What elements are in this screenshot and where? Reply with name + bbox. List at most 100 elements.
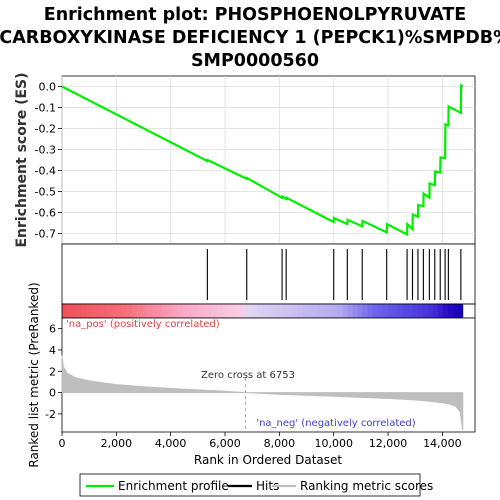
rank-color-ribbon (61, 303, 476, 319)
ribbon-segment (447, 304, 454, 318)
ribbon-segment (422, 304, 429, 318)
ribbon-segment (322, 304, 328, 318)
es-y-tick-label: -0.2 (35, 123, 56, 136)
ribbon-segment (127, 304, 133, 318)
ribbon-segment (102, 304, 108, 318)
ribbon-segment (397, 304, 404, 318)
ribbon-segment (302, 304, 308, 318)
hit-lines (206, 249, 462, 300)
metric-y-tick-label: 2 (49, 365, 56, 378)
ribbon-segment (247, 304, 253, 318)
legend-hits-label: Hits (256, 479, 279, 493)
ribbon-segment (457, 304, 464, 318)
metric-y-tick-label: 6 (49, 323, 56, 336)
es-panel: 0.0 -0.1 -0.2 -0.3 -0.4 -0.5 -0.6 -0.7 (35, 75, 476, 245)
ribbon-segment (312, 304, 318, 318)
ribbon-segment (142, 304, 148, 318)
es-y-tick-label: -0.5 (35, 186, 56, 199)
es-axis-label: Enrichment score (ES) (14, 72, 30, 247)
pos-label: 'na_pos' (positively correlated) (66, 319, 220, 330)
x-tick-label: 4,000 (155, 437, 187, 450)
hits-plot-area (61, 243, 476, 305)
es-y-tick-label: -0.4 (35, 165, 56, 178)
metric-y-tick-label: -2 (45, 408, 56, 421)
ribbon-segment (222, 304, 228, 318)
ribbon-segment (402, 304, 409, 318)
ribbon-segment (92, 304, 98, 318)
x-tick-label: 2,000 (101, 437, 133, 450)
ribbon-segment (332, 304, 338, 318)
ribbon-segment (137, 304, 143, 318)
ribbon-segment (177, 304, 183, 318)
ribbon-segment (272, 304, 278, 318)
ribbon-segment (82, 304, 88, 318)
ribbon-segment (367, 304, 373, 318)
zero-cross-label: Zero cross at 6753 (201, 370, 295, 381)
ribbon-segment (292, 304, 298, 318)
ribbon-segment (192, 304, 198, 318)
ribbon-segment (87, 304, 93, 318)
metric-plot-area (61, 317, 476, 433)
ribbon-segment (187, 304, 193, 318)
metric-y-ticks: 6 4 2 0 -2 (45, 323, 62, 421)
ribbon-segment (172, 304, 178, 318)
legend-enrichment-label: Enrichment profile (118, 479, 229, 493)
ribbon-segment (417, 304, 424, 318)
ribbon-segment (152, 304, 158, 318)
ribbon-segment (97, 304, 103, 318)
es-y-tick-label: -0.1 (35, 102, 56, 115)
ribbon-segment (227, 304, 233, 318)
ribbon-segment (327, 304, 333, 318)
es-y-ticks: 0.0 -0.1 -0.2 -0.3 -0.4 -0.5 -0.6 -0.7 (35, 81, 62, 241)
ribbon-segment (207, 304, 213, 318)
ribbon-segment (122, 304, 128, 318)
ribbon-segment (412, 304, 419, 318)
chart-title-line-2: CARBOXYKINASE DEFICIENCY 1 (PEPCK1)%SMPD… (0, 28, 500, 48)
ribbon-segment (357, 304, 363, 318)
ribbon-segment (287, 304, 293, 318)
ribbon-segment (62, 304, 68, 318)
ribbon-segment (147, 304, 153, 318)
es-y-tick-label: -0.6 (35, 207, 56, 220)
ribbon-segment (162, 304, 168, 318)
ribbon-segment (212, 304, 218, 318)
ribbon-segment (387, 304, 394, 318)
ribbon-segment (157, 304, 163, 318)
ribbon-segment (307, 304, 313, 318)
ribbon-segment (282, 304, 288, 318)
ribbon-segment (372, 304, 379, 318)
ribbon-segment (197, 304, 203, 318)
ribbon-segment (262, 304, 268, 318)
ribbon-segment (277, 304, 283, 318)
metric-axis-label: Ranked list metric (PreRanked) (27, 282, 41, 467)
x-tick-label: 8,000 (264, 437, 296, 450)
neg-label: 'na_neg' (negatively correlated) (256, 418, 415, 429)
ribbon-segment (377, 304, 384, 318)
ribbon-segment (317, 304, 323, 318)
ribbon-segment (72, 304, 78, 318)
ribbon-segment (107, 304, 113, 318)
legend: Enrichment profile Hits Ranking metric s… (79, 473, 433, 497)
ribbon-segment (232, 304, 238, 318)
ribbon-segment (132, 304, 138, 318)
ribbon-segment (442, 304, 449, 318)
ribbon-segment (167, 304, 173, 318)
x-axis-label: Rank in Ordered Dataset (194, 453, 342, 467)
x-tick-label: 14,000 (423, 437, 462, 450)
es-y-tick-label: -0.7 (35, 228, 56, 241)
ribbon-segment (432, 304, 439, 318)
ribbon-segment (337, 304, 343, 318)
ribbon-segment (202, 304, 208, 318)
ribbon-segment (347, 304, 353, 318)
ribbon-segment (437, 304, 444, 318)
ranking-metric-area (61, 355, 464, 430)
ribbon-segment (117, 304, 123, 318)
hits-panel (61, 243, 476, 305)
enrichment-profile-line (61, 83, 464, 237)
ribbon-segment (67, 304, 73, 318)
chart-title-line-3: SMP0000560 (191, 51, 319, 71)
metric-y-tick-label: 4 (49, 344, 56, 357)
x-tick-label: 0 (59, 437, 66, 450)
